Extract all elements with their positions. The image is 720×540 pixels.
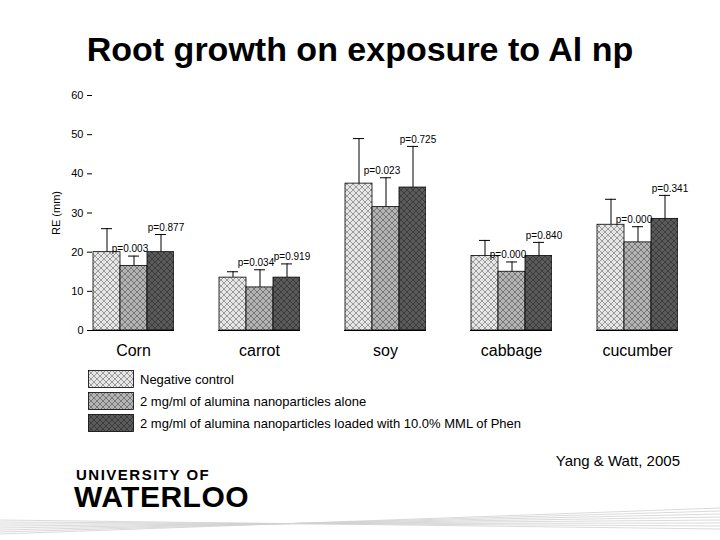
svg-text:RE (mm): RE (mm): [50, 191, 62, 235]
svg-text:cabbage: cabbage: [481, 342, 542, 359]
svg-text:p=0.003: p=0.003: [112, 243, 149, 254]
svg-text:0: 0: [77, 324, 83, 336]
svg-text:60: 60: [71, 89, 83, 101]
svg-text:p=0.000: p=0.000: [616, 214, 653, 225]
html-text:WATERLOO: WATERLOO: [74, 480, 250, 513]
svg-text:p=0.840: p=0.840: [526, 230, 563, 241]
html-text:Yang & Watt, 2005: Yang & Watt, 2005: [555, 452, 680, 469]
svg-text:p=0.877: p=0.877: [148, 222, 185, 233]
svg-text:p=0.341: p=0.341: [652, 183, 689, 194]
html-text:2 mg/ml of alumina nanoparticl: 2 mg/ml of alumina nanoparticles loaded …: [140, 415, 522, 431]
html-text:2 mg/ml of alumina nanoparticl: 2 mg/ml of alumina nanoparticles alone: [140, 393, 367, 409]
svg-text:p=0.725: p=0.725: [400, 134, 437, 145]
svg-text:p=0.034: p=0.034: [238, 257, 275, 268]
svg-text:p=0.023: p=0.023: [364, 165, 401, 176]
svg-text:soy: soy: [373, 342, 398, 359]
svg-text:40: 40: [71, 167, 83, 179]
svg-text:50: 50: [71, 128, 83, 140]
svg-text:p=0.919: p=0.919: [274, 251, 311, 262]
svg-text:p=0.000: p=0.000: [490, 249, 527, 260]
html-text:Root growth on exposure to Al: Root growth on exposure to Al np: [86, 30, 634, 68]
html-text:UNIVERSITY OF: UNIVERSITY OF: [76, 466, 211, 483]
svg-text:Corn: Corn: [116, 342, 151, 359]
svg-text:carrot: carrot: [239, 342, 280, 359]
svg-text:30: 30: [71, 207, 83, 219]
svg-text:cucumber: cucumber: [602, 342, 673, 359]
html-text:Negative control: Negative control: [140, 371, 234, 387]
svg-text:10: 10: [71, 285, 83, 297]
svg-text:20: 20: [71, 246, 83, 258]
